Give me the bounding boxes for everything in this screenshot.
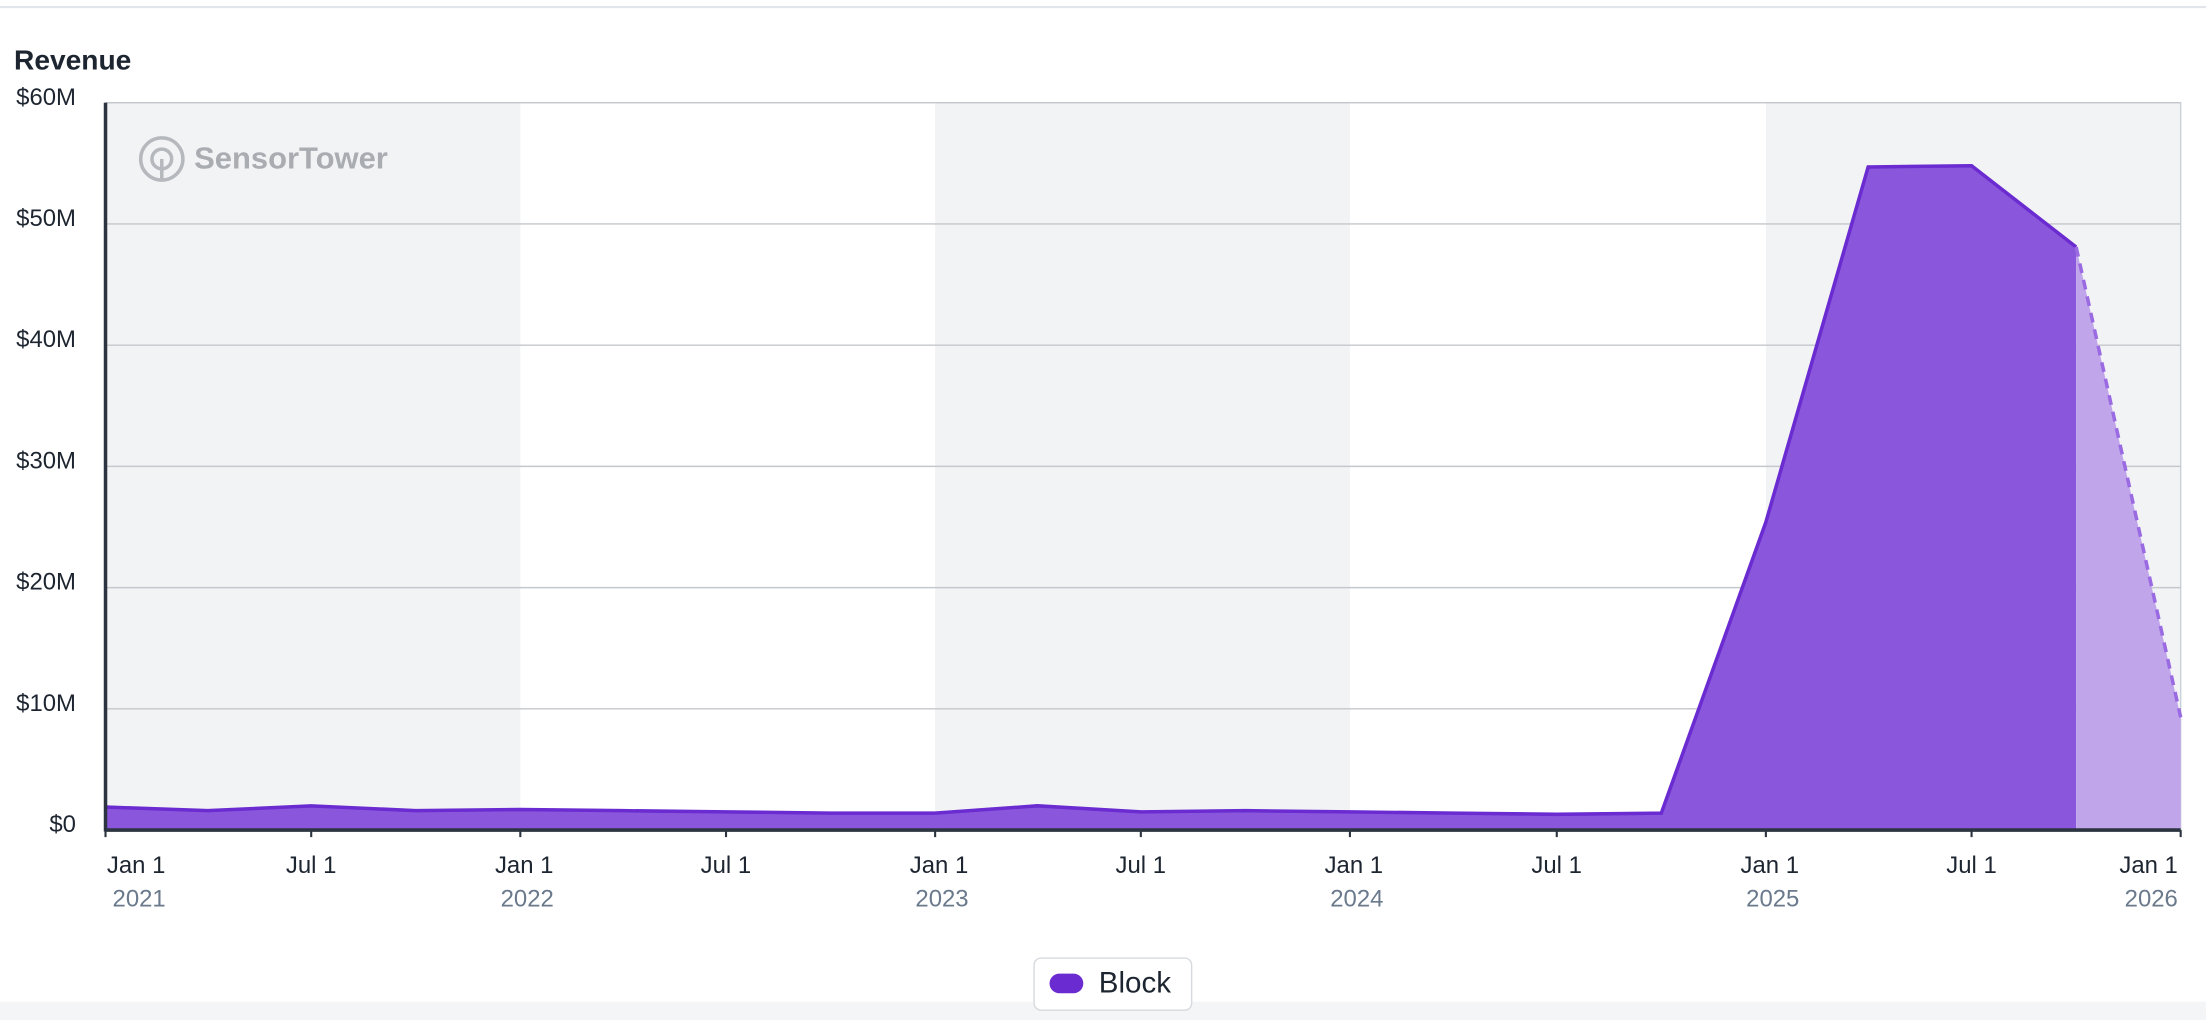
y-tick-label: $10M	[16, 690, 76, 717]
legend-box[interactable]	[1033, 957, 1193, 1011]
legend-swatch[interactable]	[1049, 973, 1084, 994]
x-tick-year: 2022	[501, 886, 554, 913]
x-tick-label: Jan 1	[2119, 852, 2177, 879]
x-tick-label: Jan 1	[1741, 852, 1799, 879]
series	[105, 163, 2183, 831]
axes: $0 $10M $20M $30M $40M $50M $60M Jan 1 2021 Jul 1…	[16, 84, 2182, 913]
x-tick-label: Jan 1	[1325, 852, 1383, 879]
y-tick-label: $30M	[16, 447, 76, 474]
y-tick-label: $50M	[16, 205, 76, 232]
legend-label[interactable]: Block	[1099, 967, 1171, 1000]
y-tick-label: $0	[49, 811, 76, 838]
projected-area	[2076, 246, 2181, 831]
x-tick-label: Jul 1	[1531, 852, 1581, 879]
x-tick-year: 2025	[1746, 886, 1799, 913]
x-tick-label: Jan 1	[910, 852, 968, 879]
watermark: SensorTower	[138, 136, 388, 182]
y-tick-label: $60M	[16, 84, 76, 111]
x-tick-year: 2026	[2125, 886, 2178, 913]
line	[105, 163, 2078, 817]
x-tick-label: Jul 1	[1115, 852, 1165, 879]
x-tick-year: 2023	[915, 886, 968, 913]
legend[interactable]: Block	[1033, 957, 1193, 1011]
x-tick-label: Jan 1	[495, 852, 553, 879]
y-tick-label: $40M	[16, 326, 76, 353]
x-tick-label: Jul 1	[1946, 852, 1996, 879]
x-tick-year: 2024	[1330, 886, 1383, 913]
x-tick-year: 2021	[113, 886, 166, 913]
area	[105, 165, 2077, 831]
y-tick-label: $20M	[16, 569, 76, 596]
chart-title: Revenue	[14, 44, 131, 75]
x-tick-label: Jul 1	[701, 852, 751, 879]
watermark-text: SensorTower	[194, 141, 388, 176]
projected-line	[2074, 246, 2183, 718]
x-tick-label: Jan 1	[107, 852, 165, 879]
x-tick-label: Jul 1	[286, 852, 336, 879]
